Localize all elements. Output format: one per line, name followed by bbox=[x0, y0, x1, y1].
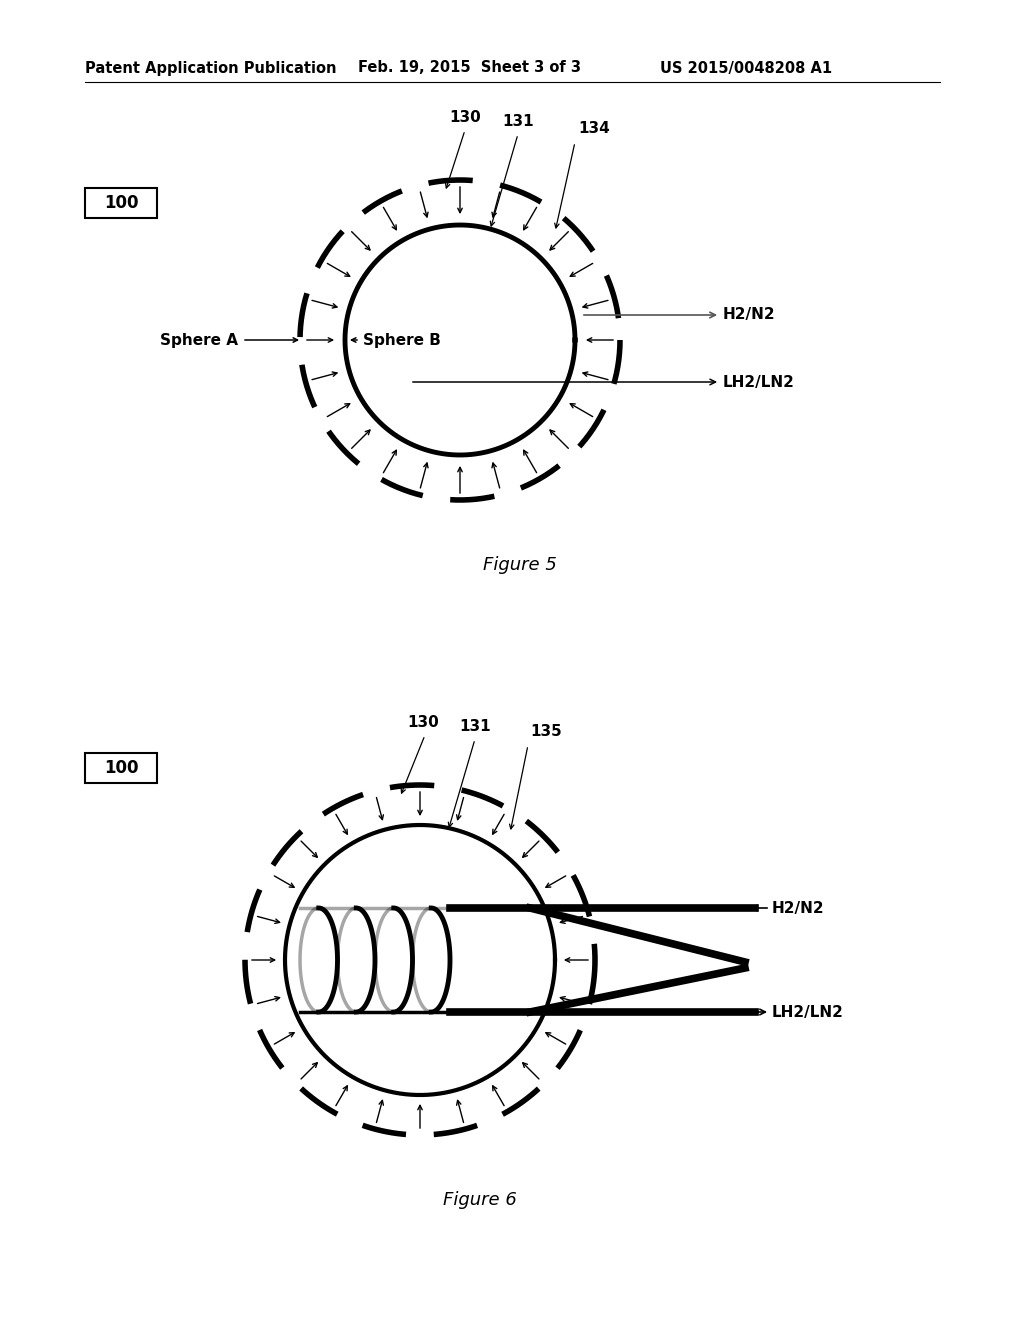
Text: Sphere A: Sphere A bbox=[160, 333, 238, 347]
Text: 131: 131 bbox=[459, 719, 490, 734]
Text: 131: 131 bbox=[502, 114, 534, 129]
Text: Feb. 19, 2015  Sheet 3 of 3: Feb. 19, 2015 Sheet 3 of 3 bbox=[358, 61, 581, 75]
Text: 130: 130 bbox=[450, 110, 481, 125]
Bar bbox=[85, 187, 157, 218]
Text: 100: 100 bbox=[103, 759, 138, 777]
Text: Sphere B: Sphere B bbox=[362, 333, 441, 347]
Text: Patent Application Publication: Patent Application Publication bbox=[85, 61, 337, 75]
Text: H2/N2: H2/N2 bbox=[772, 900, 824, 916]
Bar bbox=[85, 752, 157, 783]
Text: 134: 134 bbox=[578, 121, 609, 136]
Text: 130: 130 bbox=[408, 715, 439, 730]
Text: H2/N2: H2/N2 bbox=[723, 308, 775, 322]
Text: LH2/LN2: LH2/LN2 bbox=[772, 1005, 844, 1019]
Text: US 2015/0048208 A1: US 2015/0048208 A1 bbox=[660, 61, 833, 75]
Text: 135: 135 bbox=[530, 723, 562, 739]
Text: LH2/LN2: LH2/LN2 bbox=[723, 375, 795, 389]
Text: Figure 6: Figure 6 bbox=[443, 1191, 517, 1209]
Text: 100: 100 bbox=[103, 194, 138, 213]
Text: Figure 5: Figure 5 bbox=[483, 556, 557, 574]
